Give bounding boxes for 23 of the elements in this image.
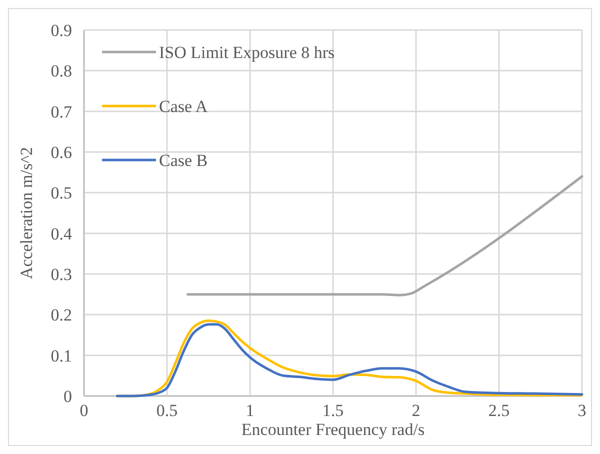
y-tick-label: 0.9 xyxy=(50,20,72,40)
legend-label: ISO Limit Exposure 8 hrs xyxy=(159,42,335,62)
line-series xyxy=(186,175,584,296)
x-tick-label: 1.5 xyxy=(322,401,344,420)
y-tick-label: 0.2 xyxy=(50,306,72,325)
x-axis-title: Encounter Frequency rad/s xyxy=(241,420,425,439)
y-tick-label: 0.7 xyxy=(50,102,72,122)
y-tick-label: 0.4 xyxy=(50,224,72,244)
x-tick-label: 3 xyxy=(578,401,586,420)
x-tick-label: 2 xyxy=(412,401,420,420)
x-tick-label: 0 xyxy=(80,401,88,420)
legend-label: Case A xyxy=(159,96,208,116)
x-tick-label: 2.5 xyxy=(488,401,510,420)
y-tick-label: 0.3 xyxy=(50,264,72,284)
y-tick-label: 0.5 xyxy=(50,184,72,203)
y-tick-label: 0.6 xyxy=(50,142,72,162)
y-tick-label: 0 xyxy=(64,386,72,406)
y-tick-label: 0.1 xyxy=(50,346,72,366)
x-tick-label: 1 xyxy=(246,401,254,420)
y-axis-title: Acceleration m/s^2 xyxy=(17,146,36,280)
x-tick-label: 0.5 xyxy=(156,401,178,420)
y-tick-label: 0.8 xyxy=(50,62,72,81)
legend-label: Case B xyxy=(159,150,208,170)
